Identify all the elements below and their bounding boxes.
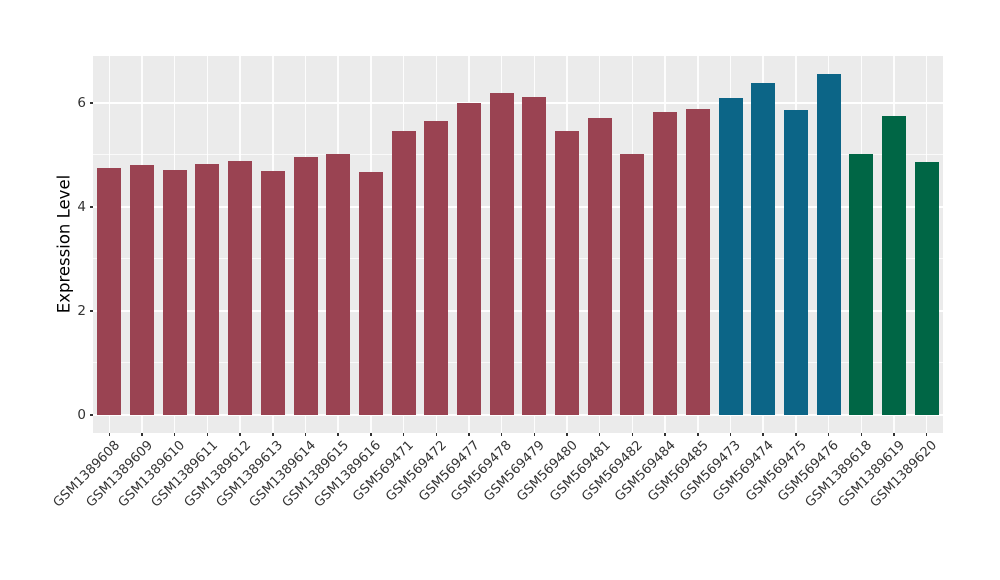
bar xyxy=(783,109,808,415)
y-axis-title: Expression Level xyxy=(54,174,74,314)
x-tick-mark xyxy=(108,433,111,436)
gridline-horizontal-major xyxy=(93,309,943,312)
x-tick-mark xyxy=(631,433,634,436)
y-tick-mark xyxy=(90,414,93,416)
x-tick-mark xyxy=(533,433,536,436)
x-tick-mark xyxy=(370,433,372,436)
bar xyxy=(162,170,187,415)
bar xyxy=(816,73,841,415)
bar xyxy=(260,171,285,415)
bar xyxy=(685,109,710,415)
gridline-horizontal-minor xyxy=(93,258,943,260)
x-tick-mark xyxy=(925,433,928,436)
x-tick-mark xyxy=(304,433,307,436)
bar xyxy=(718,98,743,415)
bar xyxy=(849,153,874,415)
bar xyxy=(456,102,481,415)
x-tick-mark xyxy=(272,433,274,436)
bar xyxy=(391,130,416,415)
bar xyxy=(424,121,449,415)
x-tick-mark xyxy=(762,433,764,436)
bar xyxy=(130,165,155,415)
bar xyxy=(653,112,678,415)
bar xyxy=(489,92,514,415)
x-tick-mark xyxy=(337,433,339,436)
bar xyxy=(293,157,318,415)
x-tick-mark xyxy=(468,433,470,436)
y-tick-mark xyxy=(90,206,93,208)
x-tick-mark xyxy=(206,433,209,436)
x-tick-mark xyxy=(402,433,405,436)
y-tick-label: 4 xyxy=(77,198,86,215)
y-tick-label: 6 xyxy=(77,94,86,111)
x-tick-mark xyxy=(664,433,666,436)
bar xyxy=(620,154,645,415)
x-tick-mark xyxy=(860,433,863,436)
x-tick-mark xyxy=(795,433,797,436)
x-tick-mark xyxy=(173,433,176,436)
bar xyxy=(326,154,351,415)
y-tick-mark xyxy=(90,102,93,104)
y-tick-label: 2 xyxy=(77,302,86,319)
bar xyxy=(555,131,580,415)
gridline-horizontal-major xyxy=(93,205,943,208)
plot-panel xyxy=(93,56,943,433)
gridline-horizontal-major xyxy=(93,413,943,416)
x-tick-mark xyxy=(827,433,830,436)
gridline-horizontal-minor xyxy=(93,362,943,364)
bar xyxy=(587,118,612,415)
x-tick-mark xyxy=(893,433,895,436)
y-tick-label: 0 xyxy=(77,406,86,423)
x-tick-mark xyxy=(729,433,732,436)
bar xyxy=(881,115,906,415)
x-tick-mark xyxy=(435,433,438,436)
gridline-horizontal-minor xyxy=(93,154,943,156)
bar xyxy=(522,96,547,415)
x-tick-mark xyxy=(697,433,699,436)
gridline-horizontal-major xyxy=(93,101,943,104)
bar xyxy=(195,163,220,415)
y-tick-mark xyxy=(90,310,93,312)
bar xyxy=(914,161,939,415)
bar xyxy=(751,83,776,415)
x-tick-mark xyxy=(500,433,503,436)
bar xyxy=(228,161,253,415)
x-tick-mark xyxy=(239,433,241,436)
bar xyxy=(97,167,122,415)
x-tick-mark xyxy=(566,433,568,436)
x-tick-mark xyxy=(141,433,143,436)
bar xyxy=(358,172,383,415)
x-tick-mark xyxy=(598,433,601,436)
